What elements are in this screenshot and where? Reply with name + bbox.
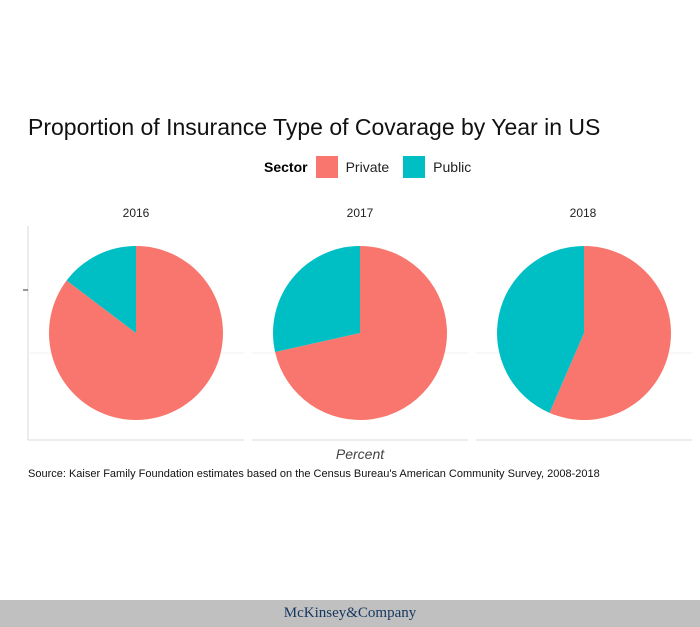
legend: Sector Private Public bbox=[264, 154, 485, 180]
brand-logo: McKinsey&Company bbox=[283, 605, 417, 621]
legend-label-public: Public bbox=[433, 159, 472, 175]
legend-title: Sector bbox=[264, 159, 308, 175]
legend-label-private: Private bbox=[345, 159, 390, 175]
pie-slice-public-2017 bbox=[273, 246, 360, 352]
pie-slice-public-2016 bbox=[66, 246, 136, 333]
source-note: Source: Kaiser Family Foundation estimat… bbox=[28, 468, 600, 480]
footer-bar: McKinsey&Company bbox=[0, 600, 700, 627]
pie-slice-private-2018 bbox=[549, 246, 671, 421]
chart-title: Proportion of Insurance Type of Covarage… bbox=[28, 114, 601, 140]
x-axis-label: Percent bbox=[335, 446, 385, 462]
facet-label-2018: 2018 bbox=[569, 206, 597, 220]
legend-swatch-private bbox=[315, 156, 338, 178]
pie-slice-public-2018 bbox=[496, 246, 584, 413]
facet-label-2016: 2016 bbox=[122, 206, 150, 220]
pie-slice-private-2017 bbox=[275, 246, 447, 420]
legend-swatch-public bbox=[403, 156, 426, 178]
facet-label-2017: 2017 bbox=[346, 206, 374, 220]
pie-slice-private-2016 bbox=[49, 246, 224, 420]
